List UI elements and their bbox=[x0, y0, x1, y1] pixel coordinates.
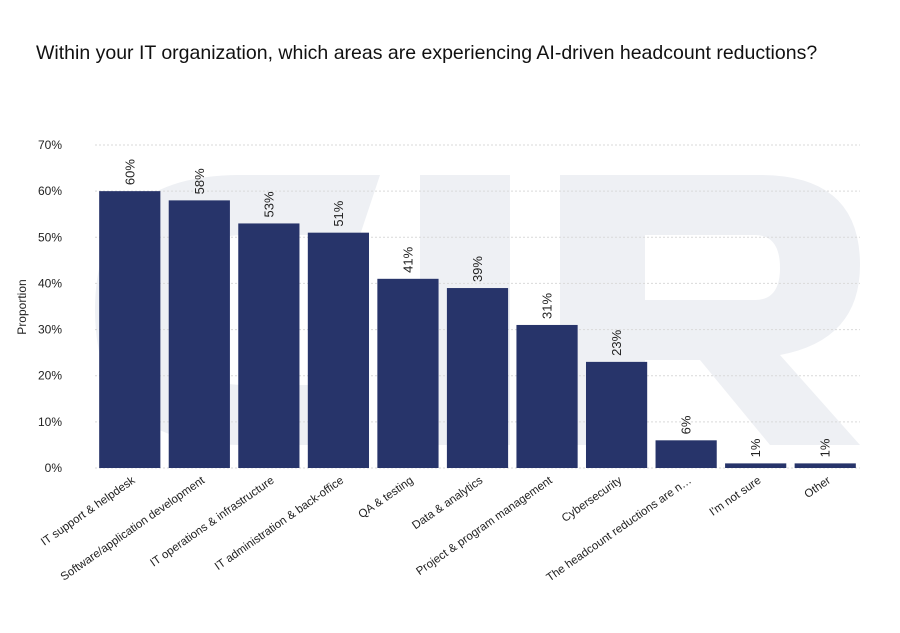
bar bbox=[377, 278, 439, 468]
data-label: 1% bbox=[818, 438, 833, 457]
data-label: 31% bbox=[540, 292, 555, 318]
data-label: 53% bbox=[261, 191, 276, 217]
y-tick-label: 20% bbox=[38, 369, 62, 383]
bar bbox=[99, 191, 161, 468]
y-tick-label: 10% bbox=[38, 415, 62, 429]
data-label: 60% bbox=[122, 159, 137, 185]
data-label: 39% bbox=[470, 256, 485, 282]
x-tick-label: QA & testing bbox=[356, 475, 415, 522]
y-tick-label: 40% bbox=[38, 276, 62, 290]
chart-title: Within your IT organization, which areas… bbox=[36, 42, 818, 64]
bar bbox=[238, 223, 300, 468]
bar bbox=[794, 463, 856, 468]
bar bbox=[307, 232, 370, 468]
data-label: 51% bbox=[331, 200, 346, 226]
bar bbox=[168, 200, 230, 468]
x-tick-label: Software/application development bbox=[59, 474, 208, 583]
bar bbox=[585, 361, 648, 468]
x-tick-label: IT operations & infrastructure bbox=[148, 475, 276, 570]
data-label: 23% bbox=[609, 329, 624, 355]
x-tick-label: Data & analytics bbox=[410, 474, 485, 532]
x-tick-label: Other bbox=[803, 475, 834, 501]
y-tick-label: 60% bbox=[38, 184, 62, 198]
y-tick-label: 50% bbox=[38, 230, 62, 244]
y-tick-label: 70% bbox=[38, 138, 62, 152]
x-axis-labels: IT support & helpdeskSoftware/applicatio… bbox=[39, 474, 833, 584]
bar bbox=[655, 440, 717, 468]
bar bbox=[725, 463, 787, 468]
data-label: 58% bbox=[192, 168, 207, 194]
x-tick-label: IT administration & back-office bbox=[213, 475, 346, 573]
x-tick-label: I'm not sure bbox=[708, 475, 764, 519]
data-label: 1% bbox=[748, 438, 763, 457]
bar bbox=[446, 288, 509, 468]
y-axis-ticks: 0% 10% 20% 30% 40% 50% 60% 70% bbox=[38, 138, 62, 475]
x-tick-label: Cybersecurity bbox=[560, 474, 625, 524]
data-labels: 60% 58% 53% 51% 41% 39% 31% 23% 6% 1% 1% bbox=[122, 159, 832, 458]
y-tick-label: 30% bbox=[38, 323, 62, 337]
data-label: 6% bbox=[679, 415, 694, 434]
y-tick-label: 0% bbox=[45, 461, 63, 475]
data-label: 41% bbox=[400, 246, 415, 272]
x-tick-label: Project & program management bbox=[414, 474, 555, 578]
x-tick-label: The headcount reductions are n… bbox=[545, 475, 694, 585]
y-axis-label: Proportion bbox=[15, 279, 29, 334]
bars bbox=[99, 191, 856, 468]
bar bbox=[516, 324, 578, 468]
